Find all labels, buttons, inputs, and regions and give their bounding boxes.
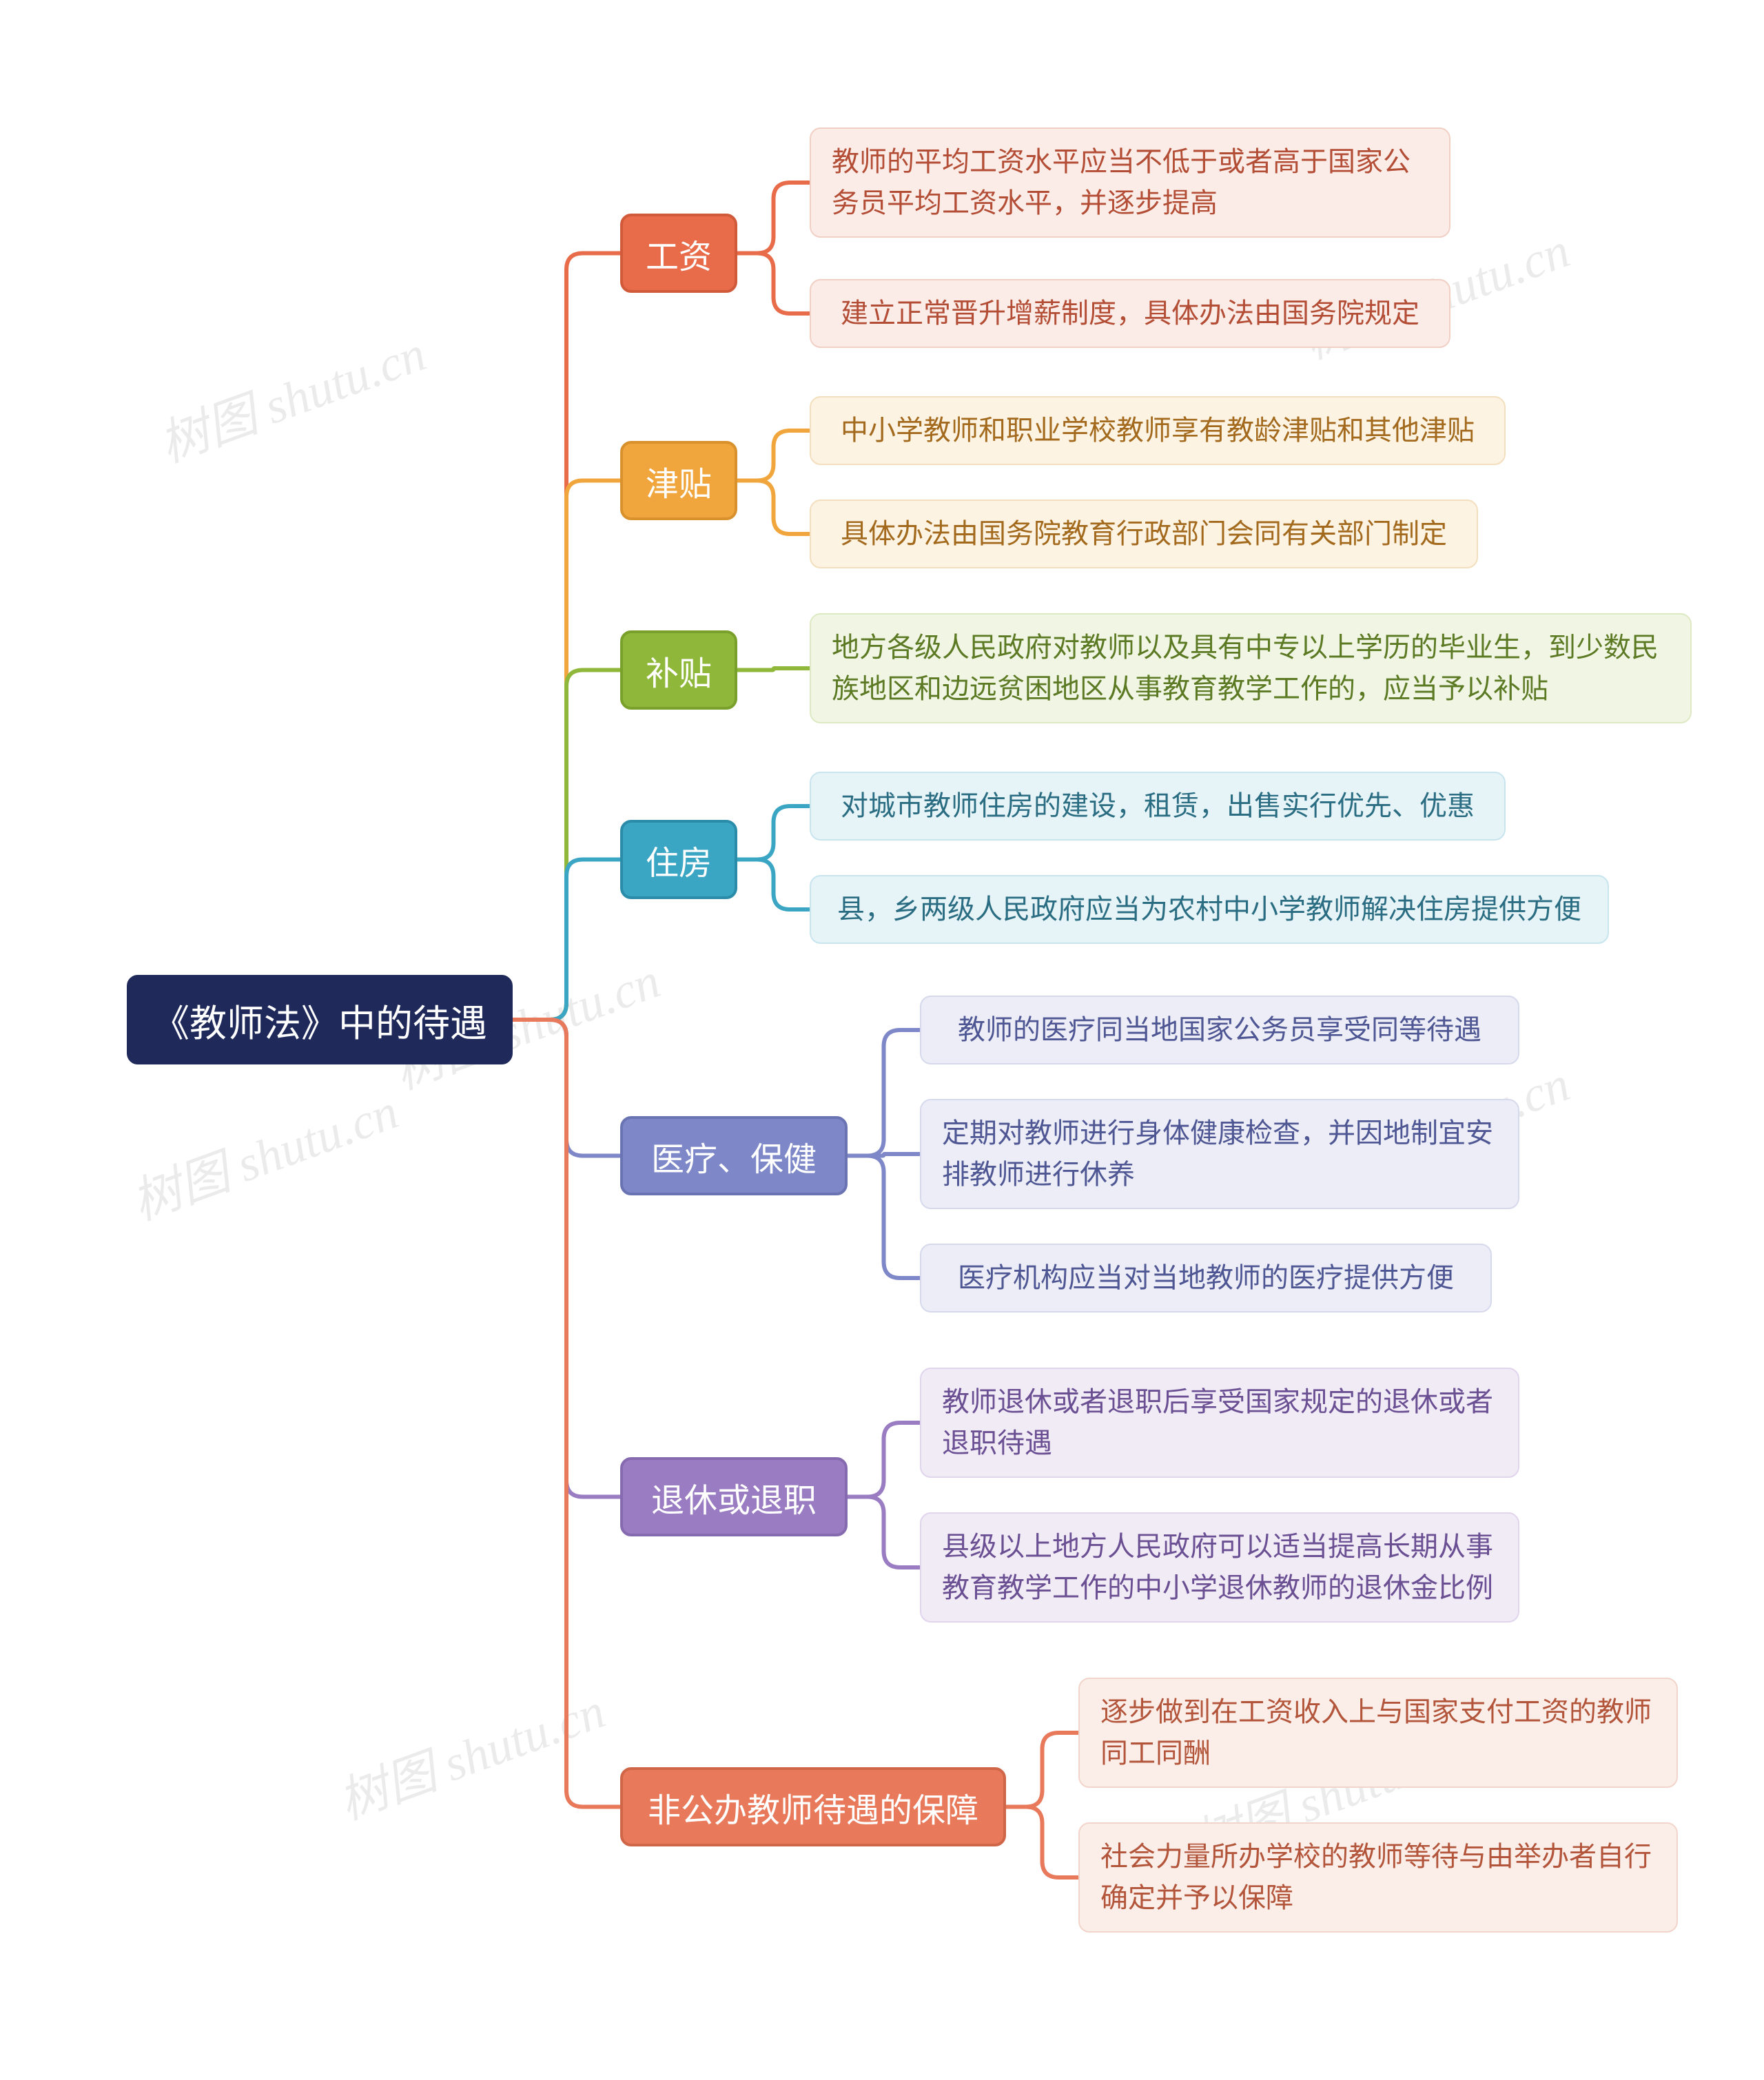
connector bbox=[513, 670, 620, 1020]
leaf-node-l1a: 教师的平均工资水平应当不低于或者高于国家公务员平均工资水平，并逐步提高 bbox=[810, 127, 1450, 238]
connector bbox=[513, 1020, 620, 1156]
branch-node-b2: 津贴 bbox=[620, 441, 737, 520]
connector bbox=[513, 1020, 620, 1807]
branch-node-b4: 住房 bbox=[620, 820, 737, 899]
leaf-node-l7b: 社会力量所办学校的教师等待与由举办者自行确定并予以保障 bbox=[1078, 1822, 1678, 1933]
leaf-node-l4b: 县，乡两级人民政府应当为农村中小学教师解决住房提供方便 bbox=[810, 875, 1609, 944]
branch-node-b7: 非公办教师待遇的保障 bbox=[620, 1767, 1006, 1846]
leaf-node-l3a: 地方各级人民政府对教师以及具有中专以上学历的毕业生，到少数民族地区和边远贫困地区… bbox=[810, 613, 1692, 723]
connector bbox=[737, 481, 810, 535]
connector bbox=[513, 860, 620, 1020]
watermark: 树图 shutu.cn bbox=[327, 1670, 613, 1833]
connector bbox=[848, 1423, 920, 1497]
leaf-node-l7a: 逐步做到在工资收入上与国家支付工资的教师同工同酬 bbox=[1078, 1678, 1678, 1788]
connector bbox=[737, 806, 810, 860]
leaf-node-l5a: 教师的医疗同当地国家公务员享受同等待遇 bbox=[920, 996, 1519, 1064]
leaf-node-l6b: 县级以上地方人民政府可以适当提高长期从事教育教学工作的中小学退休教师的退休金比例 bbox=[920, 1512, 1519, 1623]
leaf-node-l2a: 中小学教师和职业学校教师享有教龄津贴和其他津贴 bbox=[810, 396, 1506, 465]
branch-node-b1: 工资 bbox=[620, 214, 737, 293]
connector bbox=[513, 1020, 620, 1497]
leaf-node-l6a: 教师退休或者退职后享受国家规定的退休或者退职待遇 bbox=[920, 1368, 1519, 1478]
connector bbox=[737, 431, 810, 481]
connector bbox=[513, 254, 620, 1020]
connector bbox=[737, 860, 810, 910]
watermark: 树图 shutu.cn bbox=[147, 313, 434, 476]
branch-node-b6: 退休或退职 bbox=[620, 1457, 848, 1536]
connector bbox=[513, 481, 620, 1020]
leaf-node-l1b: 建立正常晋升增薪制度，具体办法由国务院规定 bbox=[810, 279, 1450, 348]
leaf-node-l4a: 对城市教师住房的建设，租赁，出售实行优先、优惠 bbox=[810, 772, 1506, 841]
branch-node-b5: 医疗、保健 bbox=[620, 1116, 848, 1195]
connector bbox=[848, 1154, 920, 1156]
leaf-node-l5b: 定期对教师进行身体健康检查，并因地制宜安排教师进行休养 bbox=[920, 1099, 1519, 1209]
root-node: 《教师法》中的待遇 bbox=[127, 975, 513, 1064]
leaf-node-l2b: 具体办法由国务院教育行政部门会同有关部门制定 bbox=[810, 500, 1478, 568]
connector bbox=[737, 668, 810, 670]
watermark: 树图 shutu.cn bbox=[120, 1071, 407, 1234]
connector bbox=[737, 183, 810, 254]
leaf-node-l5c: 医疗机构应当对当地教师的医疗提供方便 bbox=[920, 1244, 1492, 1312]
connector bbox=[848, 1156, 920, 1279]
connector bbox=[1006, 1733, 1078, 1807]
connector bbox=[737, 254, 810, 314]
connector bbox=[848, 1497, 920, 1568]
branch-node-b3: 补贴 bbox=[620, 630, 737, 710]
connector bbox=[1006, 1807, 1078, 1878]
connector bbox=[848, 1030, 920, 1156]
